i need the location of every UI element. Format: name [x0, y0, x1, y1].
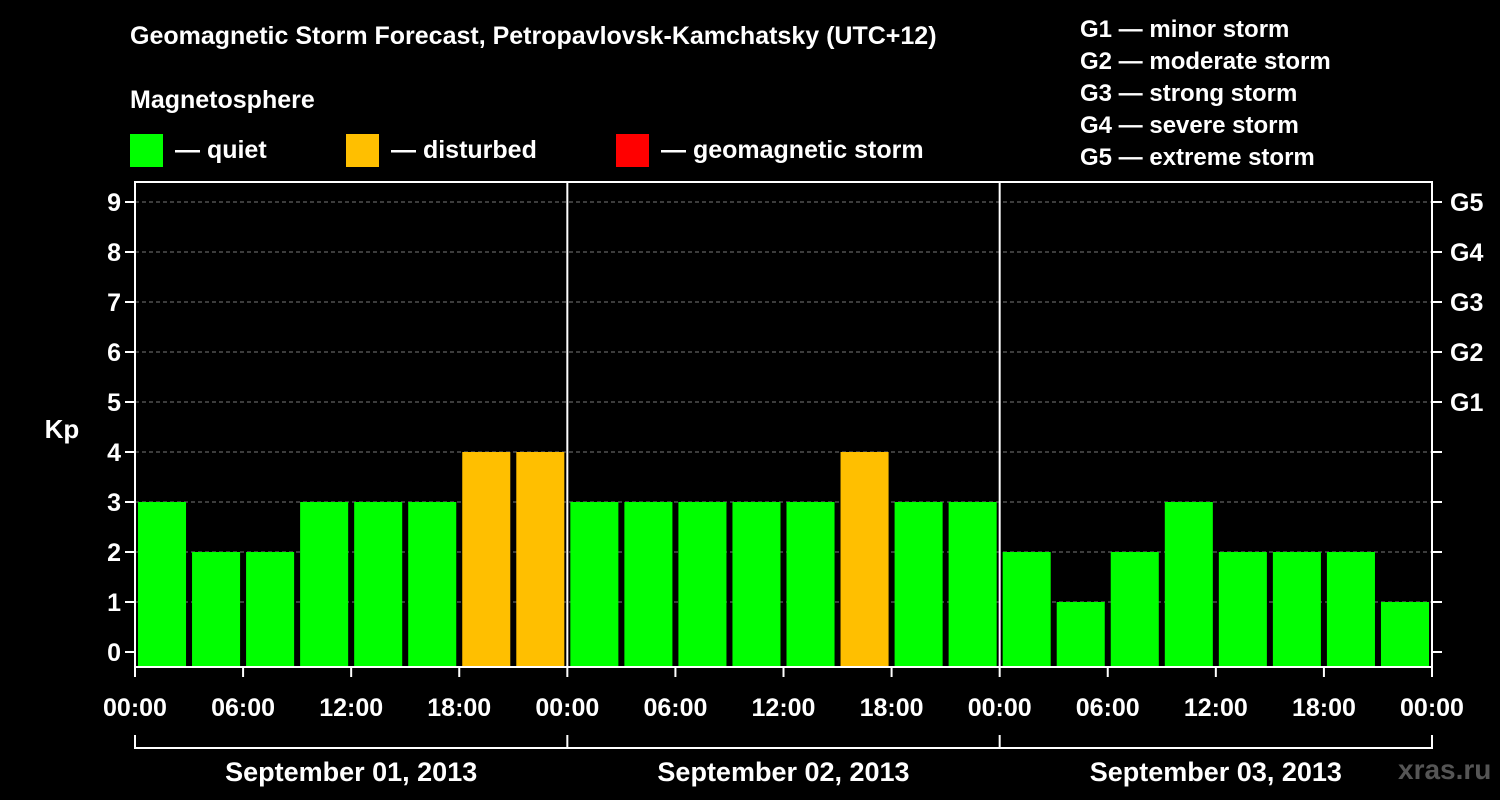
legend-storm-swatch — [616, 133, 649, 167]
storm-level-g4: G4 — severe storm — [1080, 112, 1299, 139]
x-tick-label: 12:00 — [1184, 694, 1248, 722]
bar-kp — [1164, 502, 1213, 667]
bar-kp — [1056, 602, 1105, 667]
y-axis-label: Kp — [45, 414, 80, 444]
x-tick-label: 06:00 — [643, 694, 707, 722]
bar-kp — [408, 502, 457, 667]
bar-kp — [732, 502, 781, 667]
bar-kp — [1326, 552, 1375, 667]
day-label: September 01, 2013 — [225, 757, 477, 787]
bar-kp — [138, 502, 187, 667]
bar-kp — [192, 552, 241, 667]
x-tick-label: 00:00 — [535, 694, 599, 722]
watermark: xras.ru — [1398, 754, 1492, 785]
storm-level-g3: G3 — strong storm — [1080, 80, 1298, 107]
bar-kp — [948, 502, 997, 667]
y-tick-label: 6 — [107, 339, 121, 367]
right-tick-label: G4 — [1450, 239, 1483, 267]
bar-kp — [462, 452, 511, 667]
x-tick-label: 12:00 — [752, 694, 816, 722]
x-tick-label: 00:00 — [1400, 694, 1464, 722]
x-tick-label: 12:00 — [319, 694, 383, 722]
storm-level-g5: G5 — extreme storm — [1080, 144, 1315, 171]
day-label: September 02, 2013 — [657, 757, 909, 787]
legend-quiet: — quiet — [130, 133, 267, 167]
right-tick-label: G5 — [1450, 189, 1483, 217]
x-tick-label: 06:00 — [1076, 694, 1140, 722]
x-tick-label: 18:00 — [427, 694, 491, 722]
legend-title: Magnetosphere — [130, 86, 315, 114]
y-tick-label: 9 — [107, 189, 121, 217]
bar-kp — [300, 502, 349, 667]
day-label: September 03, 2013 — [1090, 757, 1342, 787]
x-tick-label: 00:00 — [968, 694, 1032, 722]
x-tick-label: 18:00 — [860, 694, 924, 722]
storm-level-list: G1 — minor storm G2 — moderate storm G3 … — [1080, 14, 1331, 174]
y-tick-label: 7 — [107, 289, 121, 317]
bar-kp — [1218, 552, 1267, 667]
bar-kp — [624, 502, 673, 667]
bar-kp — [1272, 552, 1321, 667]
bar-kp — [840, 452, 889, 667]
x-tick-label: 18:00 — [1292, 694, 1356, 722]
bar-kp — [1110, 552, 1159, 667]
bar-kp — [678, 502, 727, 667]
bar-kp — [246, 552, 295, 667]
legend-quiet-swatch — [130, 133, 163, 167]
x-tick-label: 06:00 — [211, 694, 275, 722]
x-tick-label: 00:00 — [103, 694, 167, 722]
storm-level-g2: G2 — moderate storm — [1080, 48, 1331, 75]
bar-kp — [786, 502, 835, 667]
storm-level-g1: G1 — minor storm — [1080, 16, 1290, 43]
y-tick-label: 8 — [107, 239, 121, 267]
right-tick-label: G2 — [1450, 339, 1483, 367]
right-tick-label: G3 — [1450, 289, 1483, 317]
bar-kp — [354, 502, 403, 667]
y-tick-label: 3 — [107, 489, 121, 517]
y-tick-label: 4 — [107, 439, 121, 467]
y-tick-label: 1 — [107, 589, 121, 617]
chart-title: Geomagnetic Storm Forecast, Petropavlovs… — [130, 22, 937, 50]
legend-storm-label: — geomagnetic storm — [661, 135, 924, 164]
y-tick-label: 2 — [107, 539, 121, 567]
legend-disturbed-swatch — [346, 133, 379, 167]
bar-kp — [894, 502, 943, 667]
legend-disturbed: — disturbed — [346, 133, 537, 167]
legend-storm: — geomagnetic storm — [616, 133, 924, 167]
bar-kp — [1002, 552, 1051, 667]
bar-kp — [570, 502, 619, 667]
legend-quiet-label: — quiet — [175, 135, 267, 164]
right-tick-label: G1 — [1450, 389, 1483, 417]
bar-kp — [516, 452, 565, 667]
bar-kp — [1380, 602, 1429, 667]
y-tick-label: 5 — [107, 389, 121, 417]
legend-disturbed-label: — disturbed — [391, 135, 537, 164]
y-tick-label: 0 — [107, 639, 121, 667]
